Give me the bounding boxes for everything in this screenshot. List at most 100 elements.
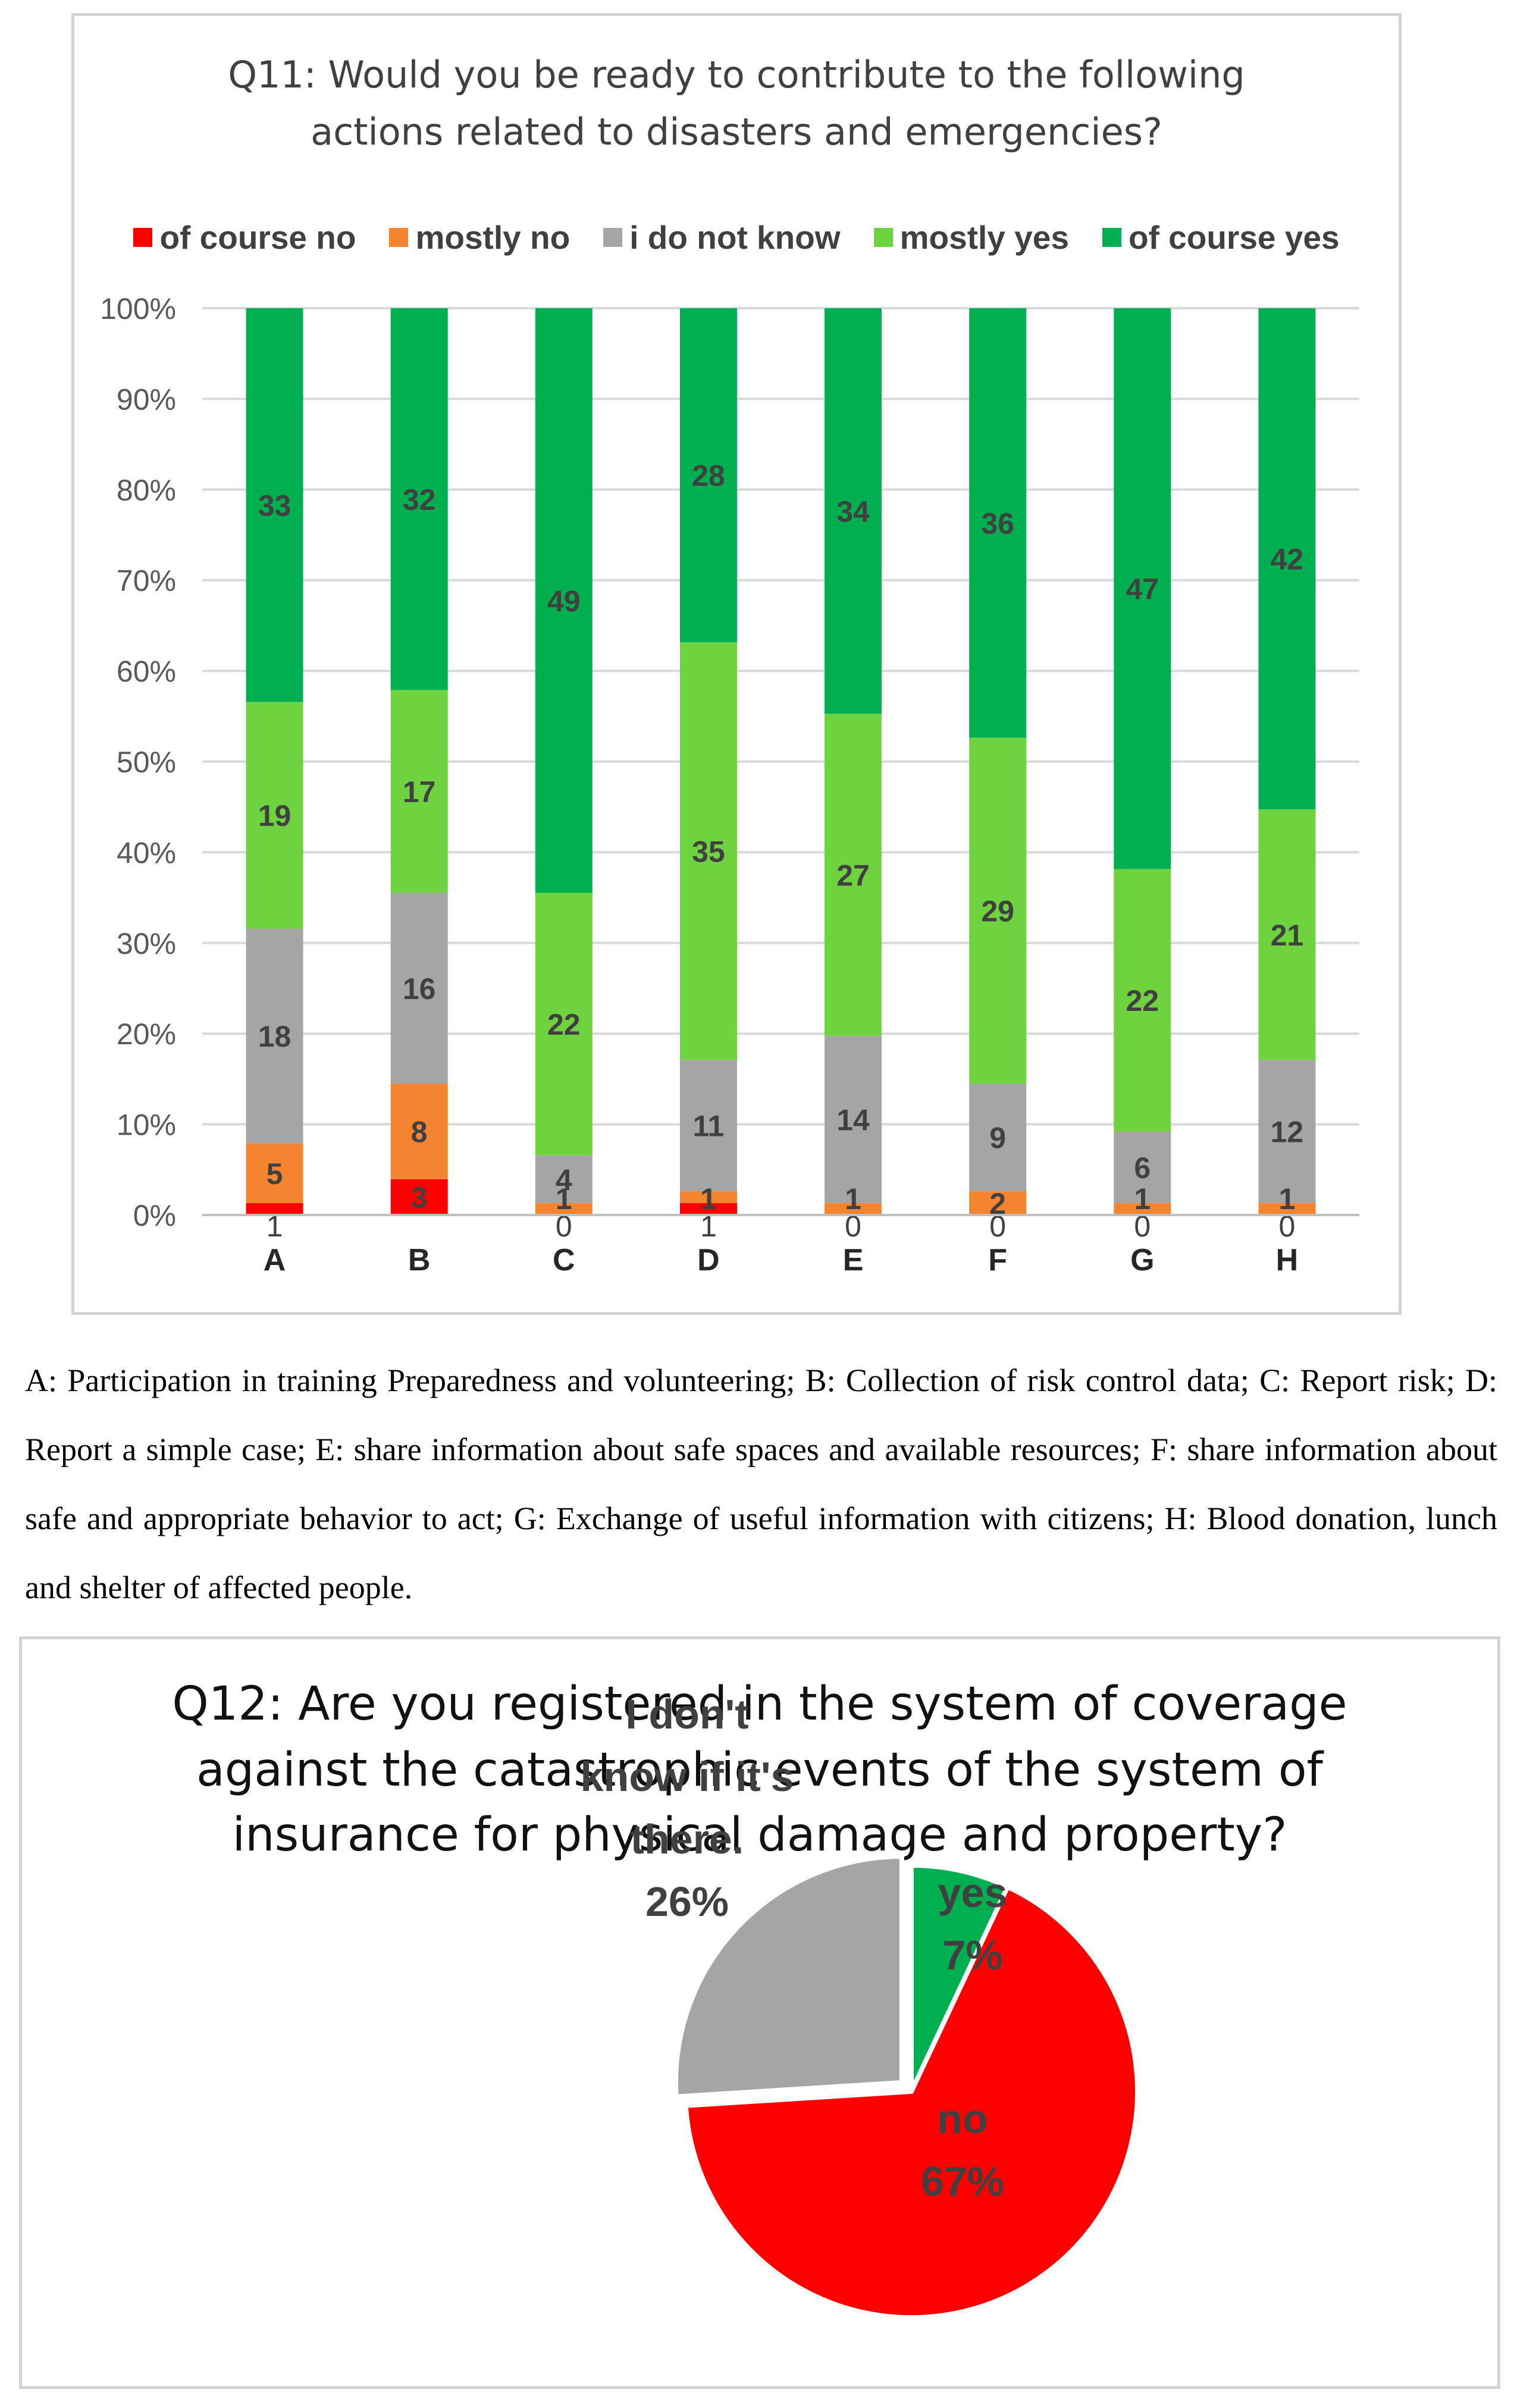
bar-segment: [969, 1191, 1027, 1215]
bar-segment: [390, 893, 448, 1084]
y-tick-label: 100%: [100, 292, 176, 325]
legend-swatch-i-do-not-know: [603, 228, 623, 247]
bar-segment: [390, 1179, 448, 1215]
bar-segment: [535, 893, 593, 1156]
bar-segment: [535, 1155, 593, 1203]
data-label: 35: [692, 835, 725, 868]
data-label: 11: [693, 1110, 725, 1143]
data-label: 29: [981, 895, 1014, 928]
q12-title-line-2: against the catastrophic events of the s…: [196, 1743, 1323, 1797]
bar-segment: [1258, 809, 1316, 1060]
bar-segment: [969, 1084, 1027, 1191]
data-label: 33: [258, 489, 291, 522]
bar-segment: [390, 1084, 448, 1179]
data-label: 49: [547, 584, 581, 618]
x-tick-label: A: [264, 1243, 286, 1277]
pie-slice: [683, 1883, 1140, 2320]
data-label: 14: [836, 1104, 870, 1137]
bar-segment: [825, 1036, 882, 1203]
y-tick-label: 10%: [117, 1109, 176, 1142]
pie-label: know if it's: [581, 1753, 794, 1800]
data-label: 4: [556, 1163, 572, 1197]
bar-segment: [1114, 869, 1171, 1132]
x-tick-label: G: [1130, 1243, 1154, 1277]
data-label: 22: [547, 1008, 581, 1041]
data-label: 36: [981, 507, 1014, 540]
data-label: 17: [403, 775, 436, 809]
bar-segment: [679, 308, 737, 643]
bar-segment: [246, 928, 303, 1144]
bar-segment: [1258, 1060, 1316, 1203]
q11-legend: of course no mostly no i do not know mos…: [74, 218, 1399, 256]
bar-segment: [535, 1203, 593, 1215]
y-tick-label: 70%: [117, 564, 176, 597]
data-label: 5: [267, 1157, 283, 1191]
legend-swatch-mostly-yes: [873, 228, 893, 247]
bar-segment: [1258, 1203, 1316, 1215]
legend-item-mostly-no: mostly no: [389, 218, 570, 256]
data-label: 1: [700, 1182, 717, 1216]
bar-segment: [1114, 308, 1171, 869]
y-tick-label: 30%: [117, 927, 176, 960]
legend-item-of-course-yes: of course yes: [1102, 218, 1340, 256]
q11-title-line-1: Q11: Would you be ready to contribute to…: [228, 53, 1245, 96]
figure-caption: A: Participation in training Preparednes…: [25, 1363, 1497, 1605]
data-label: 3: [411, 1181, 428, 1214]
data-label: 16: [403, 972, 436, 1006]
data-label: 1: [556, 1182, 572, 1216]
bar-segment: [679, 1191, 737, 1203]
data-label: 34: [836, 495, 870, 528]
data-label: 1: [845, 1182, 861, 1216]
pie-label: I don't: [625, 1691, 748, 1737]
data-label: 21: [1271, 919, 1304, 952]
pie-label: 7%: [942, 1932, 1002, 1978]
pie-label: 26%: [645, 1878, 729, 1925]
x-tick-label: F: [988, 1243, 1007, 1277]
bar-segment: [246, 1203, 303, 1215]
data-label: 42: [1271, 543, 1304, 576]
y-tick-label: 0%: [133, 1199, 176, 1232]
data-label: 9: [989, 1122, 1006, 1155]
data-label: 32: [403, 483, 436, 516]
legend-item-i-do-not-know: i do not know: [603, 218, 841, 256]
x-tick-label: H: [1276, 1243, 1299, 1277]
bar-segment: [825, 308, 882, 714]
pie-label: there.: [631, 1816, 744, 1862]
bar-segment: [825, 1203, 882, 1215]
bar-segment: [969, 308, 1027, 738]
data-label: 1: [1279, 1182, 1296, 1216]
legend-swatch-mostly-no: [389, 228, 409, 247]
data-label: 22: [1126, 984, 1159, 1017]
legend-item-mostly-yes: mostly yes: [873, 218, 1069, 256]
q12-title-line-3: insurance for physical damage and proper…: [232, 1808, 1287, 1862]
legend-swatch-of-course-yes: [1102, 228, 1121, 247]
bar-segment: [1258, 308, 1316, 810]
x-tick-label: C: [553, 1243, 575, 1277]
q11-stacked-bar-chart: 0%10%20%30%40%50%60%70%80%90%100%1518193…: [100, 292, 1359, 1277]
bar-segment: [246, 308, 303, 702]
y-tick-label: 40%: [117, 836, 176, 869]
legend-label-mostly-no: mostly no: [415, 219, 571, 256]
data-label: 1: [1134, 1182, 1151, 1216]
data-label: 8: [411, 1116, 428, 1149]
x-tick-label: E: [843, 1243, 864, 1277]
y-tick-label: 80%: [117, 474, 176, 507]
legend-label-of-course-yes: of course yes: [1128, 219, 1340, 256]
data-label: 47: [1126, 572, 1159, 606]
legend-item-of-course-no: of course no: [133, 218, 356, 256]
legend-label-mostly-yes: mostly yes: [899, 219, 1069, 256]
legend-swatch-of-course-no: [133, 228, 153, 247]
bar-segment: [1114, 1131, 1171, 1203]
bar-segment: [969, 737, 1027, 1084]
bar-segment: [246, 1143, 303, 1203]
pie-slice: [673, 1853, 904, 2100]
bar-segment: [390, 690, 448, 893]
y-tick-label: 20%: [117, 1017, 176, 1051]
q11-title-line-2: actions related to disasters and emergen…: [311, 110, 1162, 154]
y-tick-label: 50%: [117, 746, 176, 779]
pie-label: yes: [938, 1870, 1008, 1916]
bar-segment: [679, 1060, 737, 1191]
bar-segment: [679, 642, 737, 1060]
x-tick-label: D: [697, 1243, 720, 1277]
q12-title-line-1: Q12: Are you registered in the system of…: [172, 1677, 1347, 1731]
